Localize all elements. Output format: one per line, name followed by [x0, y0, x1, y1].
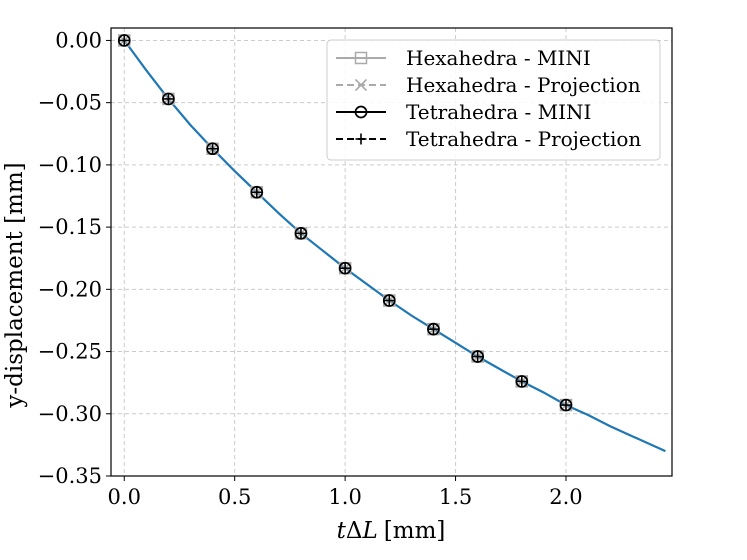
data-point-plus — [162, 93, 174, 105]
data-point-plus — [207, 143, 219, 155]
legend-label: Tetrahedra - MINI — [406, 100, 591, 124]
y-axis-label: y-displacement [mm] — [2, 162, 28, 408]
legend-entry: Hexahedra - MINI — [336, 46, 591, 70]
x-tick-label: 0.5 — [218, 485, 251, 509]
legend-marker-circle — [354, 105, 368, 119]
data-point-plus — [295, 227, 307, 239]
y-tick-label: −0.25 — [38, 340, 102, 364]
legend-marker-square — [354, 51, 368, 65]
ticks: 0.0 0.5 1.0 1.5 2.0 0.00 −0.05 −0.10 −0.15 −0.20 −… — [38, 28, 583, 509]
y-tick-label: −0.35 — [38, 464, 102, 488]
legend-entry: Tetrahedra - Projection — [336, 127, 641, 151]
y-tick-label: −0.30 — [38, 402, 102, 426]
x-tick-label: 1.5 — [439, 485, 472, 509]
plot-frame — [110, 27, 673, 477]
x-axis-label-unit: [mm] — [384, 518, 446, 544]
legend-label: Hexahedra - MINI — [406, 46, 591, 70]
legend-box — [326, 39, 661, 161]
legend-entry: Hexahedra - Projection — [336, 73, 641, 97]
legend-label: Tetrahedra - Projection — [406, 127, 641, 151]
y-tick-label: −0.05 — [38, 91, 102, 115]
x-axis-label: tΔL [mm] — [337, 518, 446, 544]
markers-layer — [117, 34, 573, 412]
x-tick-label: 0.0 — [108, 485, 141, 509]
x-tick-label: 2.0 — [549, 485, 582, 509]
data-point-plus — [251, 186, 263, 198]
legend-marker-x — [354, 78, 368, 92]
data-point-plus — [427, 323, 439, 335]
x-axis-label-t: t — [337, 518, 347, 544]
y-tick-label: −0.20 — [38, 277, 102, 301]
legend: Hexahedra - MINI Hexahedra - Projection Te… — [326, 39, 661, 161]
y-tick-label: 0.00 — [55, 28, 102, 52]
x-axis-label-delta: Δ — [346, 518, 363, 544]
x-axis-label-l: L — [362, 518, 378, 544]
data-point-plus — [339, 262, 351, 274]
x-tick-label: 1.0 — [328, 485, 361, 509]
data-point-plus — [472, 351, 484, 363]
data-point-plus — [383, 295, 395, 307]
data-point-plus — [560, 399, 572, 411]
legend-label: Hexahedra - Projection — [406, 73, 641, 97]
data-point-plus — [118, 34, 130, 46]
data-point-plus — [516, 375, 528, 387]
y-tick-label: −0.15 — [38, 215, 102, 239]
legend-marker-plus — [355, 133, 367, 145]
y-tick-label: −0.10 — [38, 153, 102, 177]
legend-entry: Tetrahedra - MINI — [336, 100, 591, 124]
